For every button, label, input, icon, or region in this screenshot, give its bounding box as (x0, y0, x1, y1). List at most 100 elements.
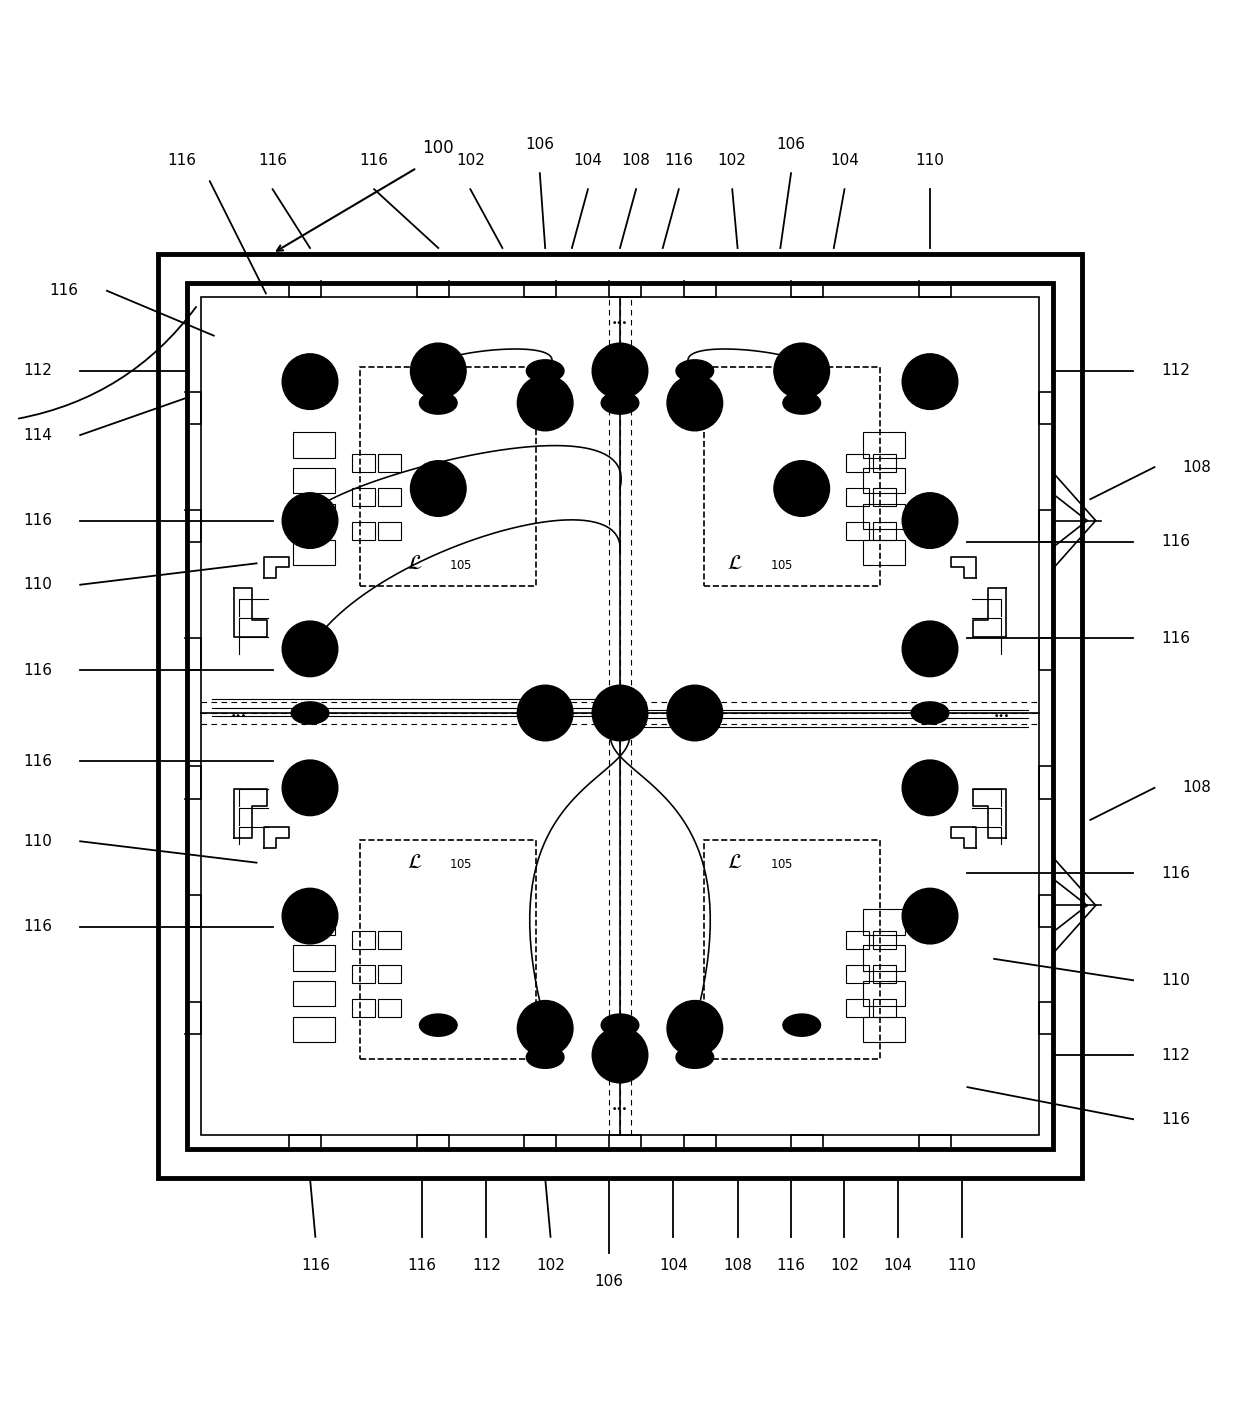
Bar (846, 1000, 869, 1017)
Bar (846, 931, 869, 948)
Bar (846, 522, 869, 540)
Circle shape (593, 1027, 647, 1082)
Circle shape (410, 461, 466, 516)
Bar (863, 468, 905, 493)
Bar (863, 910, 905, 934)
Bar (187, 284, 1053, 1149)
Circle shape (283, 888, 337, 944)
Circle shape (903, 622, 957, 677)
Bar (293, 1017, 335, 1042)
Bar (293, 503, 335, 529)
Text: 110: 110 (1162, 973, 1190, 988)
Bar (293, 468, 335, 493)
Text: 104: 104 (658, 1258, 688, 1273)
Bar (863, 945, 905, 971)
Circle shape (903, 760, 957, 816)
Circle shape (283, 354, 337, 409)
Text: ...: ... (231, 706, 247, 720)
Text: 102: 102 (830, 1258, 859, 1273)
Ellipse shape (911, 702, 949, 724)
Text: 116: 116 (22, 920, 52, 934)
Text: 112: 112 (1162, 364, 1190, 378)
Bar (360, 366, 536, 586)
Bar (873, 1000, 895, 1017)
Text: $\mathcal{L}$: $\mathcal{L}$ (407, 853, 423, 873)
Bar (293, 981, 335, 1007)
Text: 110: 110 (947, 1258, 977, 1273)
Bar (846, 453, 869, 472)
Text: ...: ... (611, 1099, 629, 1114)
Bar (293, 945, 335, 971)
Text: $\mathcal{L}$: $\mathcal{L}$ (728, 853, 743, 873)
Circle shape (517, 1001, 573, 1057)
Bar (378, 931, 401, 948)
Text: 116: 116 (776, 1258, 806, 1273)
Text: 106: 106 (776, 137, 806, 151)
Text: 116: 116 (1162, 866, 1190, 881)
Circle shape (593, 344, 647, 399)
Ellipse shape (291, 702, 329, 724)
Text: 116: 116 (258, 153, 288, 168)
Text: 116: 116 (665, 153, 693, 168)
Text: $_{105}$: $_{105}$ (770, 854, 794, 871)
Circle shape (903, 888, 957, 944)
Bar (704, 840, 880, 1060)
Text: 116: 116 (1162, 535, 1190, 549)
Bar (352, 522, 374, 540)
Bar (863, 432, 905, 458)
Text: 112: 112 (24, 364, 52, 378)
Circle shape (667, 686, 723, 740)
Text: 116: 116 (22, 663, 52, 677)
Text: 100: 100 (423, 140, 454, 157)
Circle shape (667, 1001, 723, 1057)
Ellipse shape (676, 359, 714, 382)
Ellipse shape (676, 1047, 714, 1068)
Circle shape (774, 344, 830, 399)
Bar (360, 840, 536, 1060)
Text: 114: 114 (24, 428, 52, 442)
Circle shape (410, 344, 466, 399)
Bar (863, 540, 905, 565)
Text: 116: 116 (167, 153, 196, 168)
Bar (293, 910, 335, 934)
Bar (352, 965, 374, 983)
Bar (378, 522, 401, 540)
Ellipse shape (782, 1014, 821, 1037)
Text: 102: 102 (536, 1258, 565, 1273)
Ellipse shape (419, 1014, 458, 1037)
Bar (293, 432, 335, 458)
Bar (846, 965, 869, 983)
Text: 104: 104 (830, 153, 859, 168)
Bar (378, 1000, 401, 1017)
Circle shape (283, 493, 337, 549)
Text: 102: 102 (718, 153, 746, 168)
Text: 104: 104 (883, 1258, 913, 1273)
Circle shape (903, 354, 957, 409)
Text: 116: 116 (1162, 630, 1190, 646)
Text: $\mathcal{L}$: $\mathcal{L}$ (728, 553, 743, 573)
Circle shape (517, 375, 573, 431)
Bar (863, 1017, 905, 1042)
Circle shape (774, 461, 830, 516)
Text: $\mathcal{L}$: $\mathcal{L}$ (407, 553, 423, 573)
Text: 116: 116 (50, 284, 78, 298)
Bar (352, 453, 374, 472)
Text: 106: 106 (595, 1275, 624, 1289)
Text: 112: 112 (472, 1258, 501, 1273)
Ellipse shape (419, 392, 458, 414)
Bar (159, 254, 1081, 1178)
Text: 116: 116 (22, 513, 52, 528)
Bar (352, 931, 374, 948)
Ellipse shape (526, 359, 564, 382)
Circle shape (593, 686, 647, 740)
Ellipse shape (601, 392, 639, 414)
Bar (846, 488, 869, 506)
Bar (863, 503, 905, 529)
Bar (378, 488, 401, 506)
Text: 110: 110 (24, 578, 52, 592)
Text: 108: 108 (1183, 780, 1211, 796)
Bar (873, 931, 895, 948)
Bar (704, 366, 880, 586)
Text: 116: 116 (22, 753, 52, 769)
Text: $_{105}$: $_{105}$ (449, 854, 472, 871)
